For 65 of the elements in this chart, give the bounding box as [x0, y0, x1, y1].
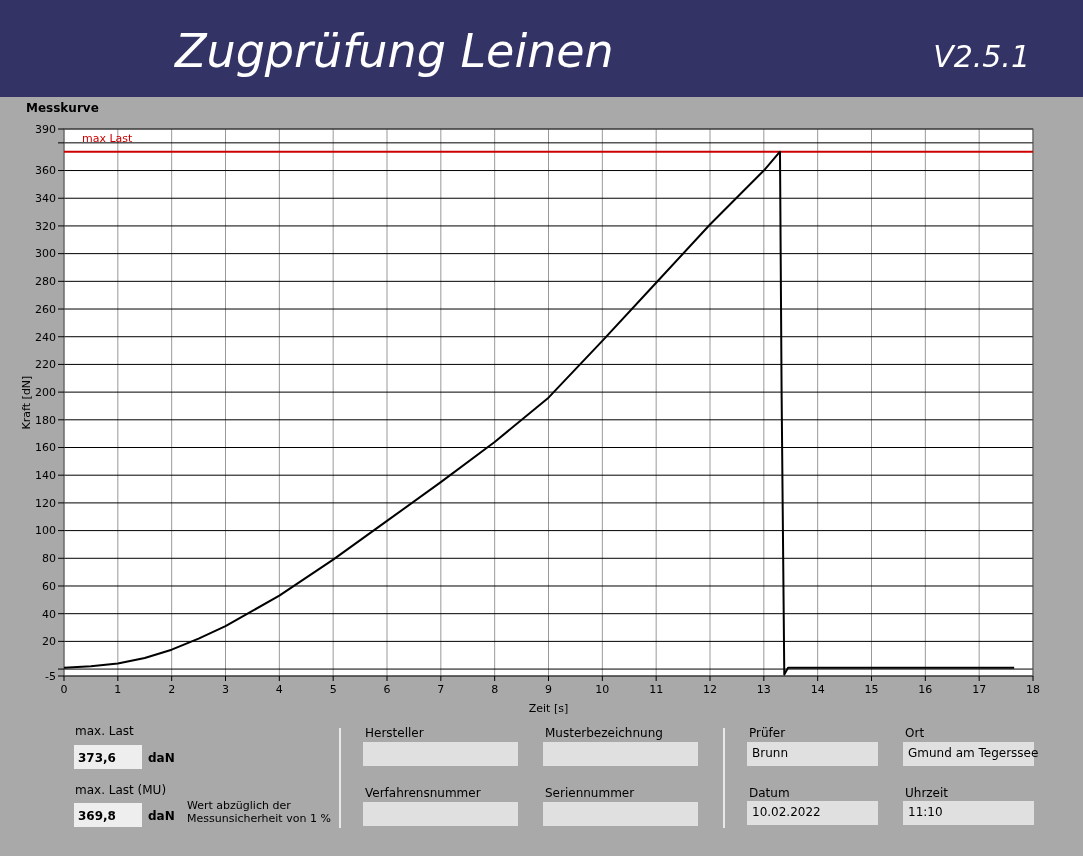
x-tick-label: 18 — [1026, 683, 1040, 696]
x-tick-label: 0 — [60, 683, 68, 696]
y-tick-label: 220 — [35, 358, 56, 372]
x-tick-label: 4 — [275, 683, 283, 696]
y-tick-label: 180 — [35, 413, 56, 427]
y-tick-label: 240 — [35, 330, 56, 344]
x-tick-label: 8 — [491, 683, 499, 696]
text: daN — [148, 809, 175, 823]
x-tick-label: 14 — [810, 683, 825, 696]
y-tick-label: -5 — [45, 669, 56, 683]
x-tick-label: 10 — [595, 683, 610, 696]
y-tick-label: 260 — [35, 302, 56, 316]
x-tick-label: 5 — [329, 683, 337, 696]
text: Seriennummer — [545, 786, 635, 800]
text: Hersteller — [365, 726, 424, 740]
text: 373,6 — [78, 751, 116, 765]
text: Gmund am Tegerssee — [908, 746, 1039, 760]
y-tick-label: 360 — [35, 164, 56, 178]
y-tick-label: 80 — [42, 552, 56, 566]
text: Ort — [905, 726, 925, 740]
y-tick-label: 340 — [35, 192, 56, 206]
text: 11:10 — [908, 805, 943, 819]
y-tick-label: 300 — [35, 247, 56, 261]
x-tick-label: 12 — [703, 683, 717, 696]
chart-title: Zugprüfung Leinen — [173, 24, 614, 78]
y-tick-label: 140 — [35, 469, 56, 483]
text: Uhrzeit — [905, 786, 949, 800]
y-tick-label: 200 — [35, 385, 56, 399]
y-tick-label: 40 — [42, 607, 56, 621]
text: Prüfer — [749, 726, 786, 740]
text: Messunsicherheit von 1 % — [187, 812, 331, 825]
x-tick-label: 7 — [437, 683, 445, 696]
x-tick-label: 2 — [168, 683, 176, 696]
x-tick-label: 6 — [383, 683, 391, 696]
ref-line-label: max Last — [82, 131, 134, 145]
x-tick-label: 15 — [864, 683, 879, 696]
y-tick-label: 60 — [42, 579, 56, 593]
x-tick-label: 9 — [545, 683, 552, 696]
y-axis-title: Kraft [dN] — [20, 375, 33, 430]
x-tick-label: 17 — [972, 683, 987, 696]
x-tick-label: 1 — [114, 683, 122, 696]
text: Datum — [749, 786, 790, 800]
y-tick-label: 120 — [35, 496, 56, 510]
y-tick-label: 20 — [42, 635, 56, 649]
y-tick-label: 390 — [35, 122, 56, 136]
text: 10.02.2022 — [752, 805, 821, 819]
text: Brunn — [752, 746, 788, 760]
y-tick-label: 320 — [35, 219, 56, 233]
x-tick-label: 3 — [222, 683, 229, 696]
text: Verfahrensnummer — [365, 786, 481, 800]
x-tick-label: 16 — [918, 683, 933, 696]
text: daN — [148, 751, 175, 765]
y-tick-label: 280 — [35, 275, 56, 289]
x-tick-label: 13 — [756, 683, 771, 696]
text: Messkurve — [26, 101, 99, 115]
text: max. Last (MU) — [75, 783, 167, 797]
y-tick-label: 160 — [35, 441, 56, 455]
y-tick-label: 100 — [35, 524, 56, 538]
x-axis-title: Zeit [s] — [528, 702, 569, 715]
chart-subtitle: V2.5.1 — [933, 39, 1030, 74]
text: Musterbezeichnung — [545, 726, 663, 740]
x-tick-label: 11 — [649, 683, 664, 696]
text: 369,8 — [78, 809, 116, 823]
text: Wert abzüglich der — [187, 799, 292, 812]
text: max. Last — [75, 724, 135, 738]
